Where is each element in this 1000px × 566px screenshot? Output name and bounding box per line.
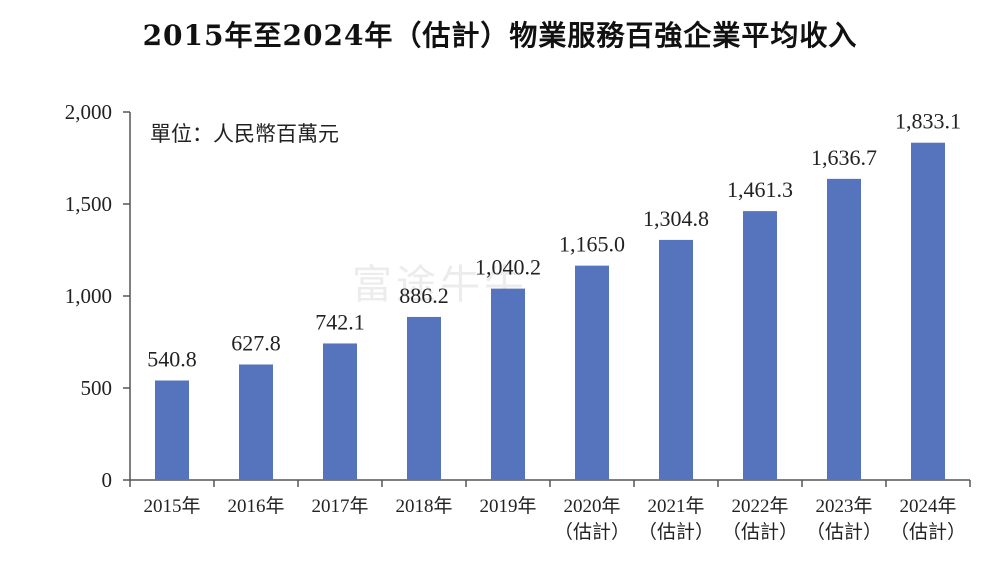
bar-value-label: 1,636.7 xyxy=(811,145,877,170)
bar-value-label: 1,833.1 xyxy=(895,109,961,134)
x-category-label: （估計） xyxy=(554,521,630,543)
y-tick-label: 500 xyxy=(81,376,113,400)
bar-value-label: 540.8 xyxy=(147,346,197,371)
y-tick-label: 0 xyxy=(102,468,113,492)
x-category-label: 2021年 xyxy=(647,495,704,517)
x-category-label: 2018年 xyxy=(395,495,452,517)
x-category-label: 2019年 xyxy=(479,495,536,517)
y-tick-label: 1,000 xyxy=(65,284,112,308)
bar-value-label: 886.2 xyxy=(399,283,449,308)
bar-value-label: 1,165.0 xyxy=(559,232,625,257)
x-category-label: （估計） xyxy=(638,521,714,543)
x-category-label: 2016年 xyxy=(227,495,284,517)
x-category-label: 2024年 xyxy=(899,495,956,517)
bar-value-label: 1,040.2 xyxy=(475,255,541,280)
bar-value-label: 1,461.3 xyxy=(727,177,793,202)
bar-value-label: 742.1 xyxy=(315,309,365,334)
x-category-label: 2020年 xyxy=(563,495,620,517)
x-category-label: 2015年 xyxy=(143,495,200,517)
chart-title: 2015年至2024年（估計）物業服務百強企業平均收入 xyxy=(142,19,858,52)
bar-value-label: 627.8 xyxy=(231,330,281,355)
y-tick-label: 2,000 xyxy=(65,100,112,124)
x-category-label: 2017年 xyxy=(311,495,368,517)
bar xyxy=(323,343,357,480)
bar xyxy=(491,288,525,480)
y-tick-label: 1,500 xyxy=(65,192,112,216)
bar-value-label: 1,304.8 xyxy=(643,206,709,231)
bar xyxy=(659,239,693,480)
bar xyxy=(575,265,609,480)
x-category-label: （估計） xyxy=(722,521,798,543)
bar xyxy=(239,364,273,480)
bar xyxy=(827,178,861,480)
bar xyxy=(743,211,777,481)
x-category-label: （估計） xyxy=(890,521,966,543)
x-category-label: 2022年 xyxy=(731,495,788,517)
x-category-label: （估計） xyxy=(806,521,882,543)
x-category-label: 2023年 xyxy=(815,495,872,517)
bar xyxy=(407,316,441,480)
bar xyxy=(911,142,945,480)
unit-label: 單位：人民幣百萬元 xyxy=(150,122,339,146)
bar xyxy=(155,380,189,480)
